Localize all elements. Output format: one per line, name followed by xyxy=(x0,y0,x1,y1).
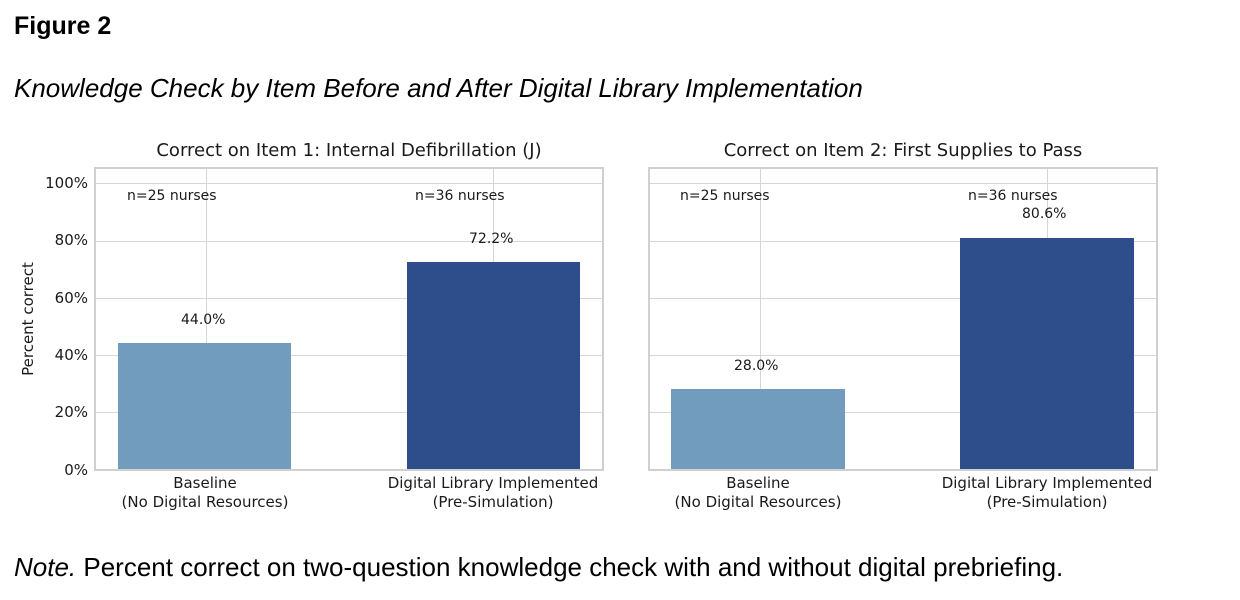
x-label-line1: Baseline xyxy=(726,474,790,492)
panel-1-plot-area xyxy=(94,167,604,471)
ytick-60: 60% xyxy=(54,289,88,307)
bar-baseline xyxy=(118,343,291,469)
gridline xyxy=(650,355,1156,356)
gridline xyxy=(96,412,602,413)
value-label-digital: 72.2% xyxy=(469,231,514,247)
bar-baseline xyxy=(671,389,845,469)
x-label-line2: (Pre-Simulation) xyxy=(986,493,1108,511)
panel-2-title: Correct on Item 2: First Supplies to Pas… xyxy=(723,140,1083,161)
bar-digital-library xyxy=(407,262,580,469)
x-label-line1: Digital Library Implemented xyxy=(387,474,599,492)
gridline xyxy=(650,412,1156,413)
x-label-digital: Digital Library Implemented (Pre-Simulat… xyxy=(368,474,618,512)
gridline xyxy=(96,183,602,184)
ytick-20: 20% xyxy=(54,403,88,421)
figure-note: Note. Percent correct on two-question kn… xyxy=(14,552,1063,583)
value-label-baseline: 28.0% xyxy=(734,358,779,374)
x-label-line1: Digital Library Implemented xyxy=(941,474,1153,492)
x-label-line1: Baseline xyxy=(173,474,237,492)
x-label-line2: (No Digital Resources) xyxy=(121,493,289,511)
gridline xyxy=(650,298,1156,299)
gridline xyxy=(96,241,602,242)
panel-1-title: Correct on Item 1: Internal Defibrillati… xyxy=(156,140,542,161)
value-label-digital: 80.6% xyxy=(1022,206,1067,222)
ytick-100: 100% xyxy=(45,174,88,192)
figure-label: Figure 2 xyxy=(14,12,112,40)
note-text: Percent correct on two-question knowledg… xyxy=(76,552,1064,582)
n-label-baseline: n=25 nurses xyxy=(680,188,770,204)
x-label-baseline: Baseline (No Digital Resources) xyxy=(105,474,305,512)
value-label-baseline: 44.0% xyxy=(181,312,226,328)
bar-digital-library xyxy=(960,238,1134,469)
x-label-line2: (No Digital Resources) xyxy=(674,493,842,511)
n-label-baseline: n=25 nurses xyxy=(127,188,217,204)
ytick-80: 80% xyxy=(54,231,88,249)
n-label-digital: n=36 nurses xyxy=(415,188,505,204)
x-label-line2: (Pre-Simulation) xyxy=(432,493,554,511)
ytick-0: 0% xyxy=(64,461,88,479)
gridline xyxy=(650,241,1156,242)
ytick-40: 40% xyxy=(54,346,88,364)
gridline xyxy=(96,355,602,356)
x-label-digital: Digital Library Implemented (Pre-Simulat… xyxy=(922,474,1172,512)
gridline xyxy=(206,169,207,469)
gridline xyxy=(650,183,1156,184)
gridline xyxy=(760,169,761,469)
n-label-digital: n=36 nurses xyxy=(968,188,1058,204)
gridline xyxy=(96,298,602,299)
panel-2-plot-area xyxy=(648,167,1158,471)
x-label-baseline: Baseline (No Digital Resources) xyxy=(658,474,858,512)
note-prefix: Note. xyxy=(14,552,77,582)
figure-title: Knowledge Check by Item Before and After… xyxy=(14,73,863,103)
